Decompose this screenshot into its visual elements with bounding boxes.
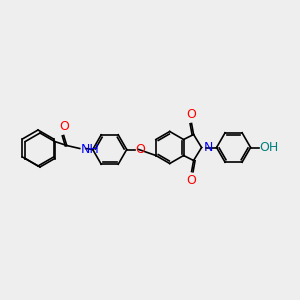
Text: N: N [204,141,213,154]
Text: OH: OH [260,141,279,154]
Text: O: O [136,143,146,156]
Text: NH: NH [81,143,100,156]
Text: O: O [187,175,196,188]
Text: O: O [59,121,69,134]
Text: O: O [187,107,196,121]
